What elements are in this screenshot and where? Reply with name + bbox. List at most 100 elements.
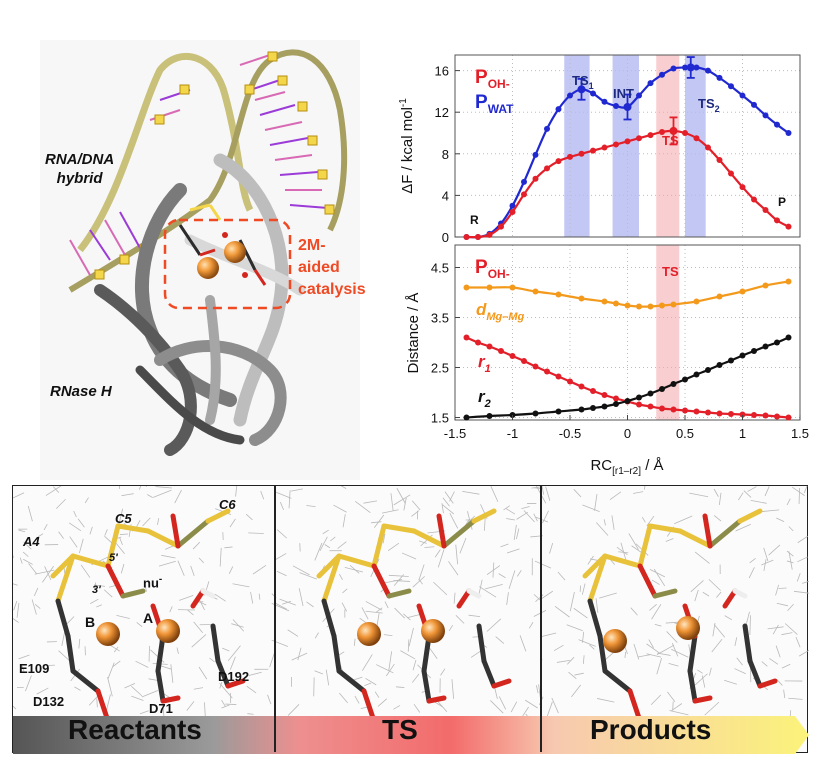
legend-p-wat-sub: WAT: [488, 102, 514, 116]
data-point: [636, 303, 642, 310]
solvent-bond: [170, 664, 174, 683]
solvent-bond: [13, 492, 25, 499]
residue-bond: [702, 513, 713, 549]
label-e109: E109: [19, 661, 50, 676]
solvent-bond: [498, 573, 506, 579]
y-tick-label: 8: [442, 147, 449, 162]
residue-bond: [205, 508, 231, 524]
data-point: [613, 300, 619, 307]
residue-bond: [155, 633, 166, 674]
solvent-bond: [411, 500, 421, 511]
solvent-bond: [227, 645, 241, 662]
data-point: [762, 206, 769, 213]
catalysis-label: 2M-aided catalysis: [298, 235, 366, 301]
solvent-bond: [413, 703, 421, 713]
solvent-bond: [494, 688, 498, 700]
solvent-bond: [713, 488, 719, 497]
residue-bond: [602, 553, 643, 569]
solvent-bond: [747, 486, 757, 492]
solvent-bond: [219, 681, 223, 689]
magnesium-ion: [197, 257, 219, 279]
solvent-bond: [344, 566, 363, 573]
solvent-bond: [429, 647, 438, 659]
solvent-bond: [339, 692, 348, 704]
solvent-bond: [444, 491, 454, 504]
solvent-bond: [247, 713, 254, 715]
data-point: [659, 128, 665, 135]
water-oxygen: [222, 232, 228, 238]
label-r2: r2: [478, 387, 491, 410]
solvent-bond: [221, 704, 230, 709]
data-point: [624, 302, 631, 309]
solvent-bond: [229, 656, 236, 670]
solvent-bond: [665, 538, 674, 542]
solvent-bond: [775, 584, 780, 596]
solvent-bond: [45, 486, 62, 496]
label-nucleophile: nu-: [143, 574, 162, 590]
solvent-bond: [749, 557, 756, 564]
data-point: [785, 223, 792, 230]
solvent-bond: [113, 646, 119, 653]
label-p: P: [778, 195, 786, 209]
data-point: [498, 223, 504, 230]
solvent-bond: [796, 573, 801, 582]
solvent-bond: [325, 669, 330, 686]
active-site-residues: [178, 203, 267, 286]
solvent-bond: [448, 561, 459, 576]
solvent-bond: [287, 629, 299, 637]
residue-bond: [587, 598, 603, 639]
data-point: [785, 414, 792, 421]
bottom-legend-p-oh: POH-: [475, 257, 510, 281]
solvent-bond: [433, 581, 448, 596]
solvent-bond: [144, 584, 147, 592]
label-r2-sub: 2: [484, 398, 491, 410]
residue-bond: [145, 528, 181, 549]
solvent-bond: [595, 598, 599, 613]
solvent-bond: [131, 686, 143, 697]
solvent-bond: [672, 701, 674, 711]
data-point: [532, 288, 539, 295]
data-point: [739, 184, 746, 191]
solvent-bond: [670, 703, 683, 712]
data-point: [475, 339, 481, 346]
solvent-bond: [33, 587, 39, 597]
solvent-bond: [158, 560, 176, 567]
solvent-bond: [365, 677, 377, 686]
label-5prime: 5': [109, 552, 118, 564]
data-point: [532, 175, 539, 182]
data-point: [555, 158, 562, 165]
label-3prime: 3': [92, 584, 101, 596]
y-tick-label: 4.5: [431, 261, 449, 276]
solvent-bond: [248, 671, 262, 676]
solvent-bond: [340, 486, 347, 489]
solvent-bond: [718, 492, 722, 505]
solvent-bond: [18, 654, 30, 660]
bottom-series: [463, 278, 792, 421]
solvent-bond: [104, 529, 108, 536]
solvent-bond: [418, 564, 425, 581]
solvent-bond: [582, 504, 600, 512]
data-point: [647, 132, 654, 139]
solvent-bond: [724, 679, 737, 685]
solvent-bond: [624, 646, 628, 655]
solvent-bond: [772, 624, 779, 635]
solvent-bond: [553, 644, 564, 652]
solvent-bond: [523, 510, 535, 523]
data-point: [567, 153, 573, 160]
solvent-bond: [330, 536, 336, 542]
label-ts1-sub: 1: [589, 81, 594, 91]
solvent-bond: [306, 601, 314, 608]
solvent-bond: [412, 576, 425, 588]
solvent-bond: [763, 547, 769, 562]
solvent-bond: [455, 615, 465, 624]
solvent-bond: [424, 546, 435, 548]
data-point: [659, 302, 665, 309]
solvent-bond: [408, 627, 414, 647]
solvent-bond: [781, 663, 791, 669]
solvent-bond: [533, 594, 542, 602]
solvent-bond: [232, 583, 250, 588]
data-point: [544, 368, 550, 375]
snapshot-drawing: [13, 486, 809, 754]
label-d71: D71: [149, 701, 173, 716]
label-r2-main: r: [478, 387, 486, 406]
